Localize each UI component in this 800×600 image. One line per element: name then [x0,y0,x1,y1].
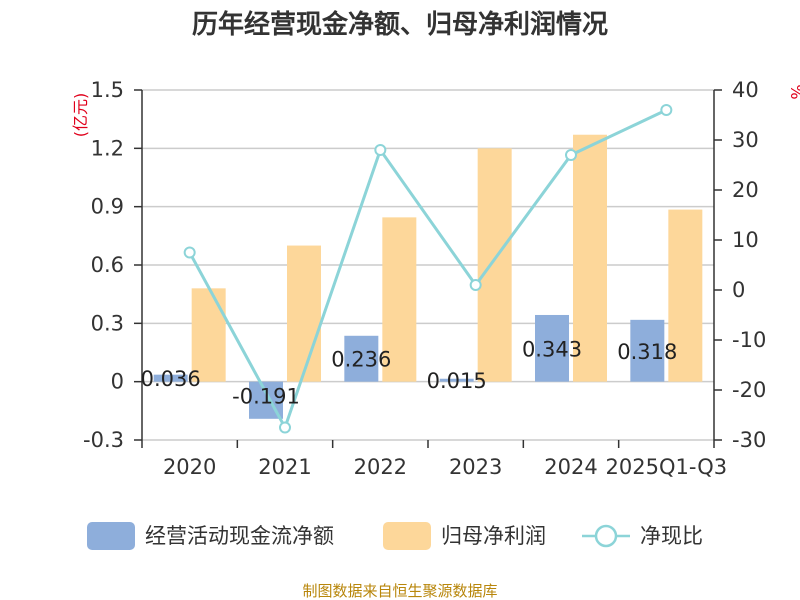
ratio-point-3[interactable] [469,279,482,291]
bar-cashflow-0[interactable] [153,374,188,382]
x-tick-label-0: 2020 [163,455,216,479]
x-tick-label-1: 2021 [258,455,311,479]
data-label-cashflow-3: 0.015 [427,369,487,393]
bar-cashflow-4[interactable] [535,314,569,382]
right-axis-unit: % [787,84,800,99]
ratio-point-1[interactable] [279,421,291,434]
ratio-polyline [188,108,667,432]
left-tick-label-1: 0 [111,370,124,394]
left-tick-label-2: 0.3 [91,311,124,335]
left-tick-label-0: -0.3 [83,428,124,452]
ratio-point-5[interactable] [660,104,673,116]
bar-cashflow-3[interactable] [439,378,474,382]
bar-profit-0[interactable] [191,288,226,382]
data-label-cashflow-1: -0.191 [232,385,300,409]
ratio-line [183,104,673,434]
x-tick-label-3: 2023 [449,455,502,479]
legend-swatch-profit[interactable] [383,522,431,550]
bars [153,134,703,419]
axes: -0.3 0 0.3 0.6 0.9 1.2 1.5 -30 -20 -10 0 10 20 30 40 20… [83,78,766,479]
bar-profit-3[interactable] [477,148,512,382]
bar-cashflow-5[interactable] [630,319,665,382]
legend-label-ratio[interactable]: 净现比 [640,524,703,548]
legend-label-cashflow[interactable]: 经营活动现金流净额 [145,524,334,548]
data-label-cashflow-0: 0.036 [141,367,201,391]
legend-swatch-cashflow[interactable] [87,522,135,550]
bar-profit-4[interactable] [573,134,607,382]
x-tick-label-2: 2022 [354,455,407,479]
data-label-cashflow-2: 0.236 [331,348,391,372]
bar-profit-5[interactable] [668,209,703,382]
right-tick-label-1: -20 [732,378,766,402]
right-tick-label-7: 40 [732,78,759,102]
x-tick-label-4: 2024 [544,455,597,479]
x-tick-label-5: 2025Q1-Q3 [606,455,728,479]
left-axis-unit: (亿元) [71,93,90,138]
legend: 经营活动现金流净额 归母净利润 净现比 [87,522,703,550]
left-tick-label-3: 0.6 [91,253,124,277]
source-note: 制图数据来自恒生聚源数据库 [302,582,497,600]
ratio-point-4[interactable] [565,149,577,161]
ratio-point-2[interactable] [374,144,387,156]
right-tick-label-3: 0 [732,278,745,302]
ratio-point-0[interactable] [183,246,196,259]
data-label-cashflow-4: 0.343 [522,337,582,361]
right-tick-label-0: -30 [732,428,766,452]
right-tick-label-4: 10 [732,228,759,252]
right-tick-label-5: 20 [732,178,759,202]
chart-title: 历年经营现金净额、归母净利润情况 [192,9,608,40]
left-tick-label-4: 0.9 [91,195,124,219]
legend-label-profit[interactable]: 归母净利润 [441,524,546,548]
bar-cashflow-2[interactable] [344,335,379,382]
left-tick-label-5: 1.2 [91,136,124,160]
bar-profit-1[interactable] [287,245,321,382]
left-tick-label-6: 1.5 [91,78,124,102]
right-tick-label-2: -10 [732,328,766,352]
legend-marker-ratio[interactable] [594,524,618,548]
right-tick-label-6: 30 [732,128,759,152]
bar-profit-2[interactable] [382,217,417,382]
data-labels: 0.036 -0.191 0.236 0.015 0.343 0.318 [141,337,678,408]
data-label-cashflow-5: 0.318 [617,340,677,364]
grid-lines [142,89,714,441]
